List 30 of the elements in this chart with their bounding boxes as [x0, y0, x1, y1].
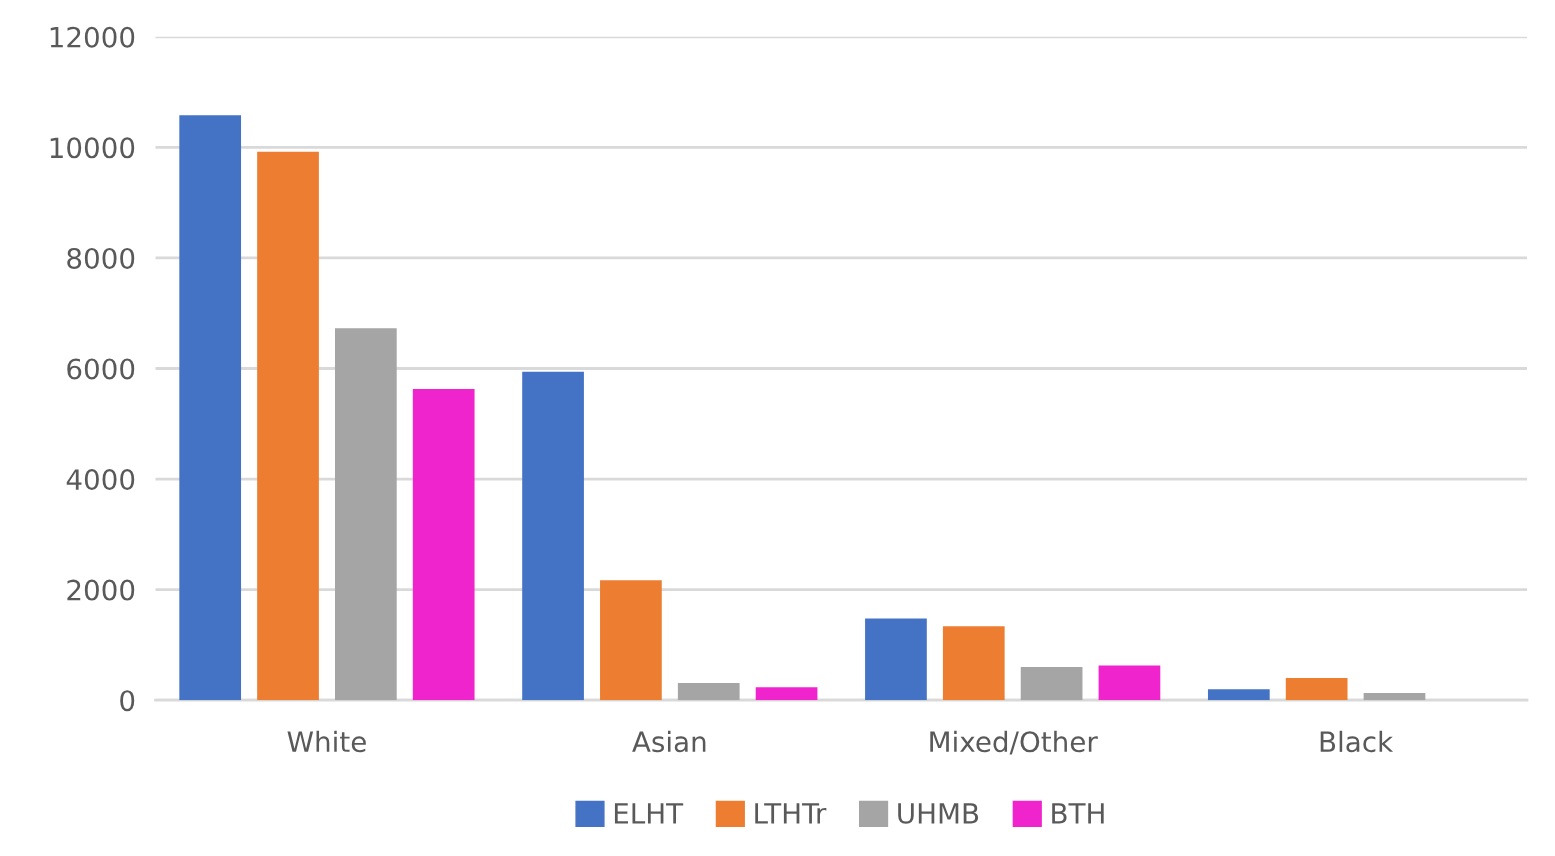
- bar: [522, 371, 584, 701]
- x-tick-label: Black: [1320, 730, 1394, 753]
- bar: [1363, 693, 1426, 701]
- legend-label: BTH: [1052, 803, 1104, 824]
- y-tick-label: 6000: [67, 358, 135, 380]
- x-tick-label: Mixed/Other: [930, 730, 1098, 755]
- bar: [1285, 678, 1348, 701]
- legend-label: ELHT: [614, 803, 684, 824]
- bar: [1207, 689, 1270, 701]
- legend-label: UHMB: [898, 803, 979, 824]
- bar: [755, 687, 818, 701]
- y-tick-label: 10000: [50, 137, 135, 159]
- bar: [335, 328, 397, 701]
- bar: [600, 580, 662, 701]
- y-tick-label: 12000: [50, 26, 135, 48]
- x-tick-label: Asian: [632, 730, 706, 753]
- bar: [412, 388, 475, 701]
- y-tick-label: 4000: [66, 469, 135, 491]
- bar: [179, 115, 242, 701]
- bar: [865, 618, 927, 701]
- bar: [257, 151, 319, 701]
- y-tick-label: 2000: [67, 579, 135, 601]
- x-tick-label: White: [287, 730, 366, 753]
- y-tick-label: 8000: [67, 247, 135, 269]
- legend-label: LTHTr: [755, 803, 827, 824]
- y-tick-label: 0: [120, 690, 135, 712]
- bar: [1098, 665, 1161, 701]
- bar: [942, 626, 1005, 701]
- bar: [677, 683, 740, 701]
- bar: [1020, 667, 1083, 701]
